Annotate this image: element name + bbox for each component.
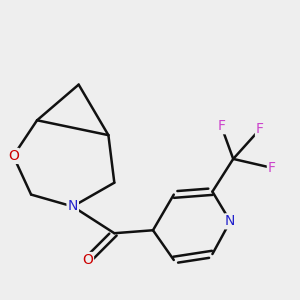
Text: F: F <box>217 119 225 133</box>
Text: F: F <box>268 161 276 175</box>
Text: N: N <box>225 214 236 228</box>
Text: O: O <box>82 253 93 267</box>
Text: O: O <box>8 149 19 163</box>
Text: F: F <box>256 122 264 136</box>
Text: N: N <box>68 200 78 214</box>
